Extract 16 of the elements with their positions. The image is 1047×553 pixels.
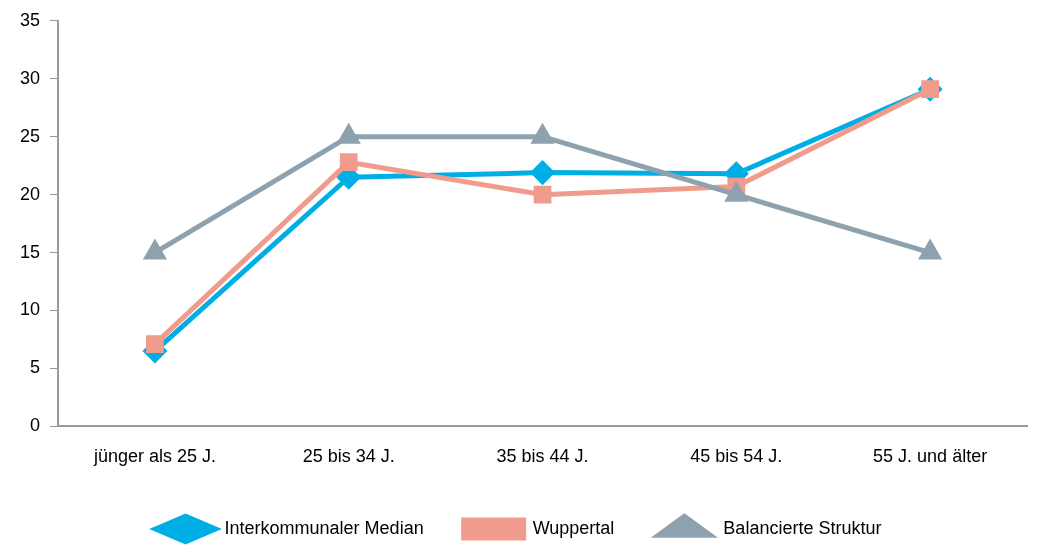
- y-tick-label: 20: [19, 183, 41, 204]
- y-tick-label: 5: [30, 357, 41, 378]
- y-tick-label: 15: [19, 241, 41, 262]
- y-tick-label: 0: [30, 415, 41, 436]
- x-tick-label: jünger als 25 J.: [92, 446, 216, 467]
- y-tick-label: 10: [19, 299, 41, 320]
- legend-label: Balancierte Struktur: [723, 517, 882, 538]
- legend-label: Wuppertal: [532, 517, 615, 538]
- x-tick-label: 55 J. und älter: [873, 446, 988, 467]
- y-tick-label: 35: [19, 9, 41, 30]
- y-tick-label: 30: [19, 67, 41, 88]
- x-tick-label: 25 bis 34 J.: [302, 446, 395, 467]
- x-tick-label: 45 bis 54 J.: [690, 446, 783, 467]
- legend-label: Interkommunaler Median: [224, 517, 424, 538]
- y-tick-label: 25: [19, 125, 41, 146]
- x-tick-label: 35 bis 44 J.: [496, 446, 589, 467]
